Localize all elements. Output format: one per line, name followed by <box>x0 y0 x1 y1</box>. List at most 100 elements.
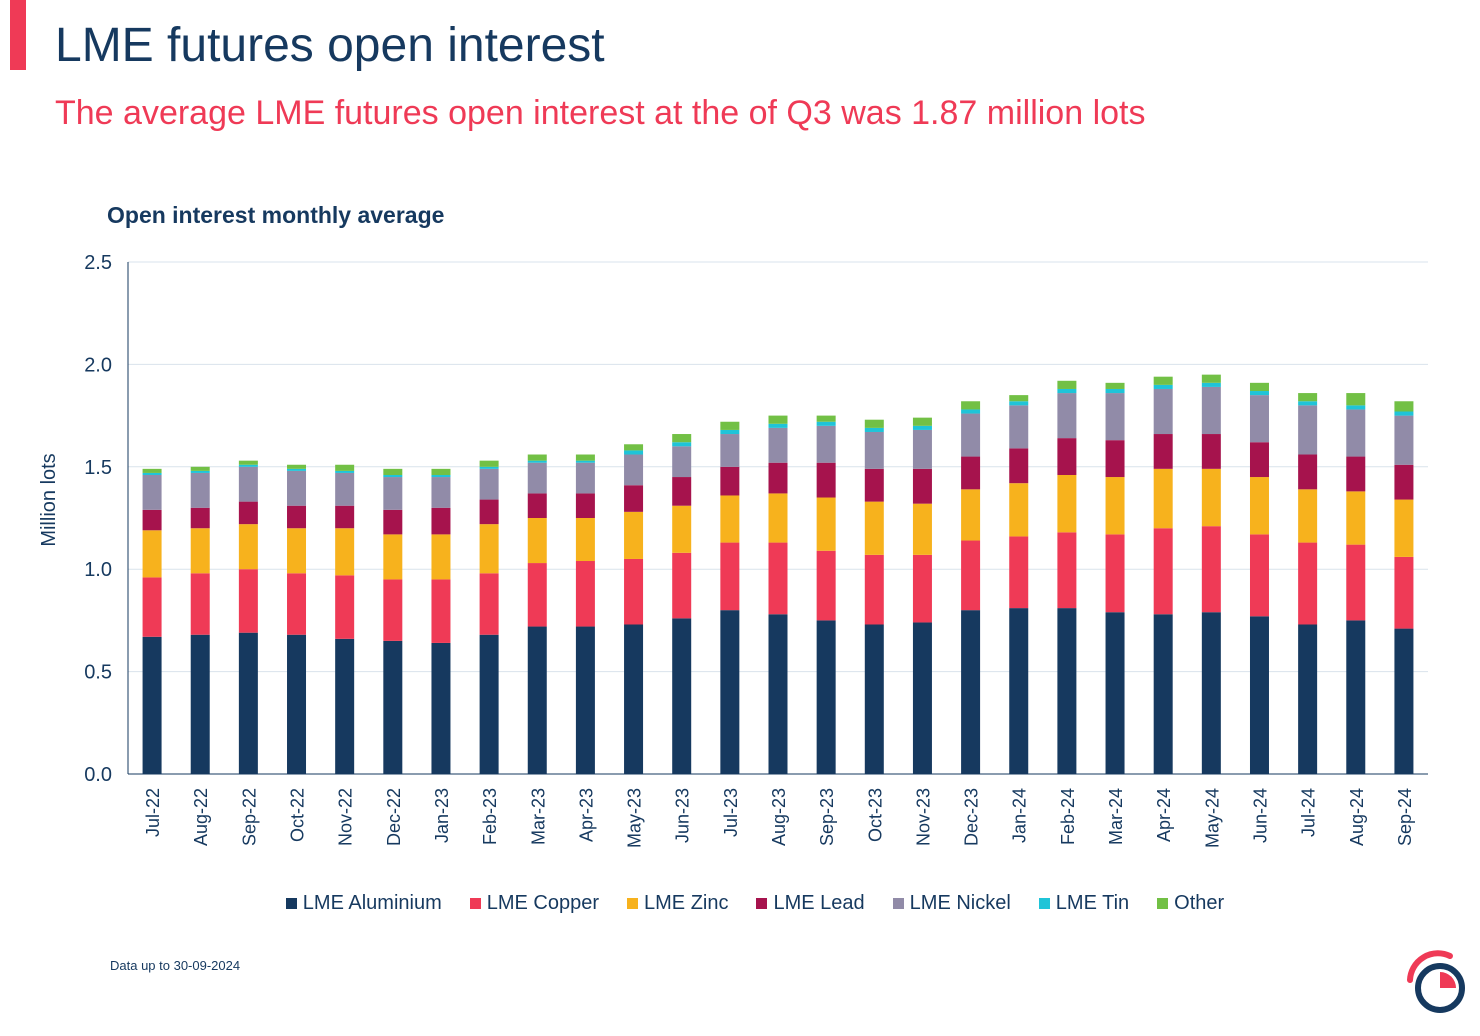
bar-segment <box>1057 608 1077 774</box>
bar-segment <box>624 485 644 512</box>
bar-segment <box>190 634 210 774</box>
bar-segment <box>912 554 932 623</box>
bar-segment <box>527 462 547 494</box>
bar-segment <box>624 444 644 451</box>
bar-segment <box>720 495 740 543</box>
x-tick-label: Aug-22 <box>191 788 211 846</box>
bar-segment <box>1153 384 1173 389</box>
bar-segment <box>1201 386 1221 435</box>
bar-stack <box>624 444 644 774</box>
bar-segment <box>575 462 595 494</box>
bar-segment <box>816 425 836 463</box>
bar-stack <box>720 421 740 774</box>
bar-segment <box>961 489 981 541</box>
bar-segment <box>1201 612 1221 774</box>
bar-stacks <box>142 374 1414 774</box>
x-tick-label: Jun-23 <box>673 788 693 843</box>
x-tick-label: Jun-24 <box>1250 788 1270 843</box>
bar-segment <box>479 634 499 774</box>
bar-segment <box>1009 448 1029 484</box>
title-accent-bar <box>10 0 26 70</box>
bar-stack <box>287 464 307 774</box>
bar-segment <box>287 470 307 506</box>
bar-segment <box>1249 442 1269 478</box>
x-tick-label: Nov-22 <box>336 788 356 846</box>
x-tick-label: Sep-24 <box>1395 788 1415 846</box>
bar-segment <box>1394 411 1414 416</box>
bar-segment <box>1009 608 1029 774</box>
bar-segment <box>1249 382 1269 392</box>
bar-segment <box>479 460 499 467</box>
bar-segment <box>961 409 981 414</box>
bar-segment <box>1201 526 1221 613</box>
bar-segment <box>383 640 403 774</box>
legend-label: LME Zinc <box>644 892 729 914</box>
x-tick-label: Jan-24 <box>1010 788 1030 843</box>
bar-segment <box>1105 534 1125 613</box>
bar-stack <box>864 419 884 774</box>
legend-label: LME Lead <box>773 892 865 914</box>
bar-segment <box>624 558 644 625</box>
y-tick-label: 1.5 <box>84 457 112 479</box>
bar-segment <box>1009 536 1029 609</box>
bar-segment <box>190 470 210 473</box>
bar-segment <box>1346 544 1366 621</box>
bar-segment <box>527 454 547 461</box>
bar-segment <box>1394 401 1414 412</box>
bar-segment <box>527 460 547 463</box>
bar-segment <box>912 468 932 504</box>
bar-segment <box>238 466 258 502</box>
y-tick-label: 0.0 <box>84 764 112 786</box>
bar-segment <box>1394 556 1414 629</box>
bar-segment <box>672 442 692 447</box>
bar-stack <box>816 415 836 774</box>
bar-segment <box>142 636 162 774</box>
bar-segment <box>768 542 788 615</box>
bar-stack <box>238 460 258 774</box>
bar-segment <box>190 466 210 471</box>
bar-segment <box>575 626 595 774</box>
bar-segment <box>190 507 210 529</box>
bar-segment <box>1057 393 1077 439</box>
bar-segment <box>190 573 210 635</box>
bar-segment <box>720 542 740 611</box>
bar-segment <box>1105 612 1125 774</box>
bar-segment <box>864 624 884 774</box>
bar-segment <box>335 470 355 473</box>
x-tick-label: Jul-22 <box>143 788 163 837</box>
bar-stack <box>383 468 403 774</box>
bar-segment <box>1153 614 1173 774</box>
bar-stack <box>575 454 595 774</box>
bar-segment <box>1057 388 1077 394</box>
bar-segment <box>1298 454 1318 490</box>
bar-segment <box>864 554 884 625</box>
legend-label: LME Tin <box>1055 892 1130 914</box>
y-axis-label: Million lots <box>38 453 60 546</box>
x-tick-label: Mar-24 <box>1106 788 1126 845</box>
bar-segment <box>720 466 740 496</box>
bar-segment <box>142 577 162 637</box>
bar-stack <box>1153 376 1173 774</box>
bar-stack <box>768 415 788 774</box>
bar-segment <box>1394 499 1414 557</box>
page-subtitle: The average LME futures open interest at… <box>55 94 1146 132</box>
bar-segment <box>672 618 692 774</box>
bar-segment <box>238 569 258 633</box>
bar-segment <box>1298 624 1318 774</box>
bar-stack <box>1201 374 1221 774</box>
bar-segment <box>335 528 355 576</box>
bar-segment <box>768 493 788 543</box>
bar-segment <box>142 474 162 510</box>
bar-stack <box>527 454 547 774</box>
bar-segment <box>238 524 258 570</box>
bar-segment <box>1153 468 1173 529</box>
bar-segment <box>1249 477 1269 535</box>
x-tick-label: Dec-22 <box>384 788 404 846</box>
bar-segment <box>1346 620 1366 774</box>
legend-item: LME Tin <box>1038 892 1130 915</box>
bar-segment <box>238 464 258 467</box>
bar-segment <box>1105 393 1125 441</box>
bar-segment <box>1009 401 1029 406</box>
bar-segment <box>287 634 307 774</box>
bar-segment <box>1249 616 1269 774</box>
